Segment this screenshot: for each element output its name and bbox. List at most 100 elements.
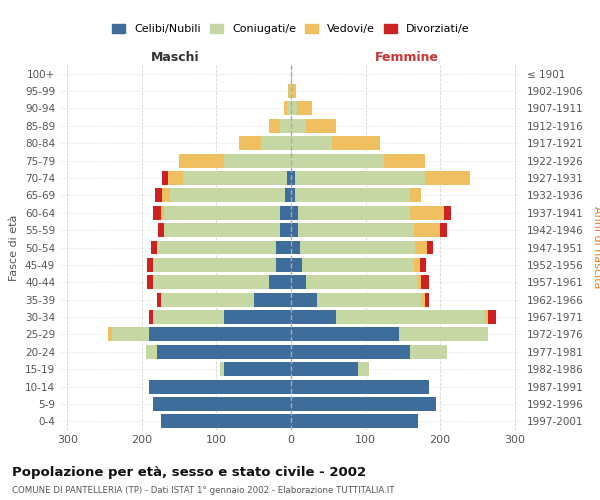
Legend: Celibi/Nubili, Coniugati/e, Vedovi/e, Divorziati/e: Celibi/Nubili, Coniugati/e, Vedovi/e, Di…	[108, 20, 474, 39]
Bar	[284, 102, 287, 116]
Bar	[297, 102, 312, 116]
Bar	[291, 119, 306, 133]
Y-axis label: Anni di nascita: Anni di nascita	[592, 206, 600, 289]
Bar	[291, 154, 384, 168]
Text: COMUNE DI PANTELLERIA (TP) - Dati ISTAT 1° gennaio 2002 - Elaborazione TUTTITALI: COMUNE DI PANTELLERIA (TP) - Dati ISTAT …	[12, 486, 395, 495]
Bar	[302, 258, 414, 272]
Bar	[444, 206, 451, 220]
Bar	[421, 276, 429, 289]
Bar	[239, 136, 261, 150]
Bar	[164, 223, 280, 237]
Bar	[151, 240, 157, 254]
Bar	[161, 414, 291, 428]
Bar	[415, 240, 427, 254]
Bar	[291, 328, 399, 342]
Bar	[183, 171, 287, 185]
Text: Maschi: Maschi	[151, 51, 200, 64]
Bar	[161, 292, 254, 306]
Bar	[425, 292, 429, 306]
Bar	[157, 345, 291, 358]
Bar	[224, 154, 291, 168]
Bar	[287, 102, 291, 116]
Bar	[317, 292, 421, 306]
Bar	[288, 84, 290, 98]
Bar	[269, 276, 291, 289]
Bar	[149, 328, 291, 342]
Bar	[224, 310, 291, 324]
Bar	[153, 276, 269, 289]
Bar	[161, 206, 164, 220]
Bar	[153, 397, 291, 411]
Bar	[291, 66, 292, 80]
Bar	[287, 171, 291, 185]
Bar	[157, 240, 276, 254]
Bar	[153, 310, 224, 324]
Bar	[179, 154, 224, 168]
Bar	[291, 380, 429, 394]
Bar	[410, 345, 448, 358]
Bar	[164, 206, 280, 220]
Bar	[280, 119, 291, 133]
Bar	[440, 223, 448, 237]
Bar	[168, 171, 183, 185]
Text: Popolazione per età, sesso e stato civile - 2002: Popolazione per età, sesso e stato civil…	[12, 466, 366, 479]
Bar	[485, 310, 488, 324]
Bar	[285, 188, 291, 202]
Bar	[276, 258, 291, 272]
Bar	[170, 188, 285, 202]
Bar	[291, 223, 298, 237]
Bar	[153, 258, 276, 272]
Bar	[291, 414, 418, 428]
Bar	[291, 345, 410, 358]
Bar	[298, 206, 410, 220]
Bar	[410, 188, 421, 202]
Bar	[300, 240, 415, 254]
Bar	[291, 84, 292, 98]
Bar	[276, 240, 291, 254]
Bar	[254, 292, 291, 306]
Bar	[291, 397, 436, 411]
Bar	[149, 380, 291, 394]
Bar	[153, 206, 161, 220]
Bar	[420, 258, 426, 272]
Bar	[291, 171, 295, 185]
Bar	[291, 206, 298, 220]
Bar	[358, 362, 369, 376]
Bar	[295, 171, 425, 185]
Bar	[147, 258, 153, 272]
Bar	[220, 362, 224, 376]
Bar	[109, 328, 112, 342]
Bar	[291, 310, 336, 324]
Bar	[421, 292, 425, 306]
Bar	[291, 102, 297, 116]
Bar	[295, 188, 410, 202]
Bar	[291, 258, 302, 272]
Bar	[290, 84, 291, 98]
Bar	[280, 206, 291, 220]
Bar	[410, 206, 444, 220]
Bar	[162, 188, 170, 202]
Bar	[414, 223, 440, 237]
Y-axis label: Fasce di età: Fasce di età	[10, 214, 19, 280]
Bar	[291, 276, 306, 289]
Bar	[224, 362, 291, 376]
Bar	[269, 119, 280, 133]
Bar	[155, 188, 162, 202]
Bar	[418, 276, 421, 289]
Bar	[112, 328, 149, 342]
Bar	[414, 258, 420, 272]
Bar	[162, 171, 168, 185]
Bar	[399, 328, 488, 342]
Bar	[336, 310, 485, 324]
Bar	[384, 154, 425, 168]
Bar	[306, 119, 336, 133]
Bar	[280, 223, 291, 237]
Bar	[291, 362, 358, 376]
Bar	[425, 171, 470, 185]
Bar	[261, 136, 291, 150]
Bar	[291, 240, 300, 254]
Bar	[292, 84, 296, 98]
Bar	[147, 276, 153, 289]
Bar	[306, 276, 418, 289]
Bar	[291, 188, 295, 202]
